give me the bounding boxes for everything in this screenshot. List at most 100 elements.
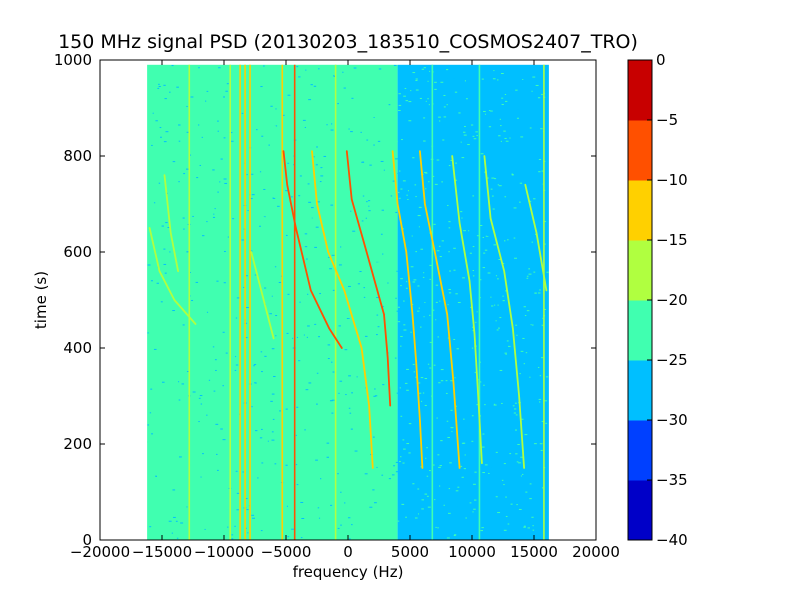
heatmap-noise [344, 349, 348, 351]
heatmap-noise [283, 452, 286, 454]
heatmap-noise [541, 487, 545, 489]
heatmap-noise [515, 89, 518, 91]
heatmap-noise [151, 500, 154, 502]
heatmap-noise [292, 337, 294, 339]
heatmap-noise [447, 204, 449, 206]
heatmap-noise [427, 227, 431, 229]
heatmap-noise [181, 409, 184, 411]
heatmap-noise [450, 427, 454, 429]
heatmap-noise [393, 465, 396, 467]
heatmap-noise [326, 147, 328, 149]
heatmap-noise [255, 148, 259, 150]
heatmap-noise [151, 344, 154, 346]
heatmap-noise [426, 475, 429, 477]
heatmap-noise [472, 135, 475, 137]
heatmap-noise [171, 89, 173, 91]
heatmap-noise [352, 230, 356, 232]
heatmap-noise [505, 140, 509, 142]
colorbar-segment [628, 300, 652, 361]
heatmap-noise [410, 331, 412, 333]
heatmap-noise [200, 66, 203, 68]
heatmap-noise [165, 131, 169, 133]
heatmap-noise [333, 330, 336, 332]
heatmap-noise [273, 376, 276, 378]
heatmap-noise [353, 83, 357, 85]
heatmap-noise [202, 245, 206, 247]
heatmap-noise [215, 423, 219, 425]
heatmap-noise [368, 210, 371, 212]
heatmap-noise [242, 327, 246, 329]
heatmap-noise [251, 194, 255, 196]
heatmap-noise [271, 295, 273, 297]
heatmap-noise [212, 346, 215, 348]
heatmap-noise [422, 276, 425, 278]
heatmap-noise [406, 368, 409, 370]
heatmap-noise [394, 352, 397, 354]
heatmap-noise [417, 382, 421, 384]
heatmap-noise [390, 312, 392, 314]
heatmap-noise [429, 470, 431, 472]
heatmap-noise [501, 97, 504, 99]
heatmap-noise [343, 87, 346, 89]
heatmap-noise [329, 400, 333, 402]
heatmap-noise [223, 282, 226, 284]
heatmap-noise [473, 72, 476, 74]
heatmap-noise [492, 452, 495, 454]
heatmap-noise [307, 163, 311, 165]
heatmap-noise [205, 77, 209, 79]
heatmap-noise [169, 251, 171, 253]
heatmap-noise [311, 182, 315, 184]
heatmap-noise [282, 417, 285, 419]
heatmap-noise [434, 499, 436, 501]
heatmap-noise [318, 517, 321, 519]
heatmap-noise [469, 252, 472, 254]
heatmap-noise [150, 142, 153, 144]
heatmap-noise [236, 509, 239, 511]
heatmap-noise [315, 459, 318, 461]
heatmap-noise [501, 402, 503, 404]
heatmap-noise [346, 169, 348, 171]
heatmap-noise [180, 122, 183, 124]
heatmap-noise [398, 110, 401, 112]
heatmap-noise [282, 321, 286, 323]
heatmap-noise [376, 334, 378, 336]
heatmap-noise [503, 130, 506, 132]
heatmap-noise [158, 79, 161, 81]
heatmap-noise [418, 206, 422, 208]
heatmap-noise [518, 462, 522, 464]
heatmap-noise [417, 285, 420, 287]
heatmap-noise [238, 494, 241, 496]
heatmap-noise [426, 447, 428, 449]
heatmap-noise [534, 443, 537, 445]
heatmap-noise [169, 91, 171, 93]
heatmap-noise [321, 409, 324, 411]
heatmap-noise [360, 238, 363, 240]
colorbar-tick-label: −15 [656, 231, 688, 249]
heatmap-noise [415, 196, 417, 198]
heatmap-noise [339, 118, 341, 120]
heatmap-noise [327, 358, 330, 360]
heatmap-noise [437, 527, 439, 529]
heatmap-noise [401, 328, 404, 330]
heatmap-noise [376, 314, 379, 316]
heatmap-noise [412, 157, 415, 159]
heatmap-noise [302, 145, 304, 147]
heatmap-noise [308, 99, 312, 101]
heatmap-noise [163, 248, 166, 250]
heatmap-noise [165, 155, 168, 157]
heatmap-noise [156, 147, 160, 149]
heatmap-noise [520, 136, 524, 138]
heatmap-noise [516, 334, 518, 336]
heatmap-noise [330, 192, 332, 194]
heatmap-noise [268, 524, 272, 526]
heatmap-noise [353, 253, 355, 255]
heatmap-noise [475, 131, 478, 133]
heatmap-noise [217, 469, 219, 471]
heatmap-noise [284, 121, 287, 123]
heatmap-noise [340, 491, 342, 493]
heatmap-noise [167, 388, 170, 390]
heatmap-noise [362, 161, 364, 163]
y-axis-label: time (s) [32, 271, 50, 329]
heatmap-noise [450, 409, 453, 411]
heatmap-noise [428, 181, 430, 183]
